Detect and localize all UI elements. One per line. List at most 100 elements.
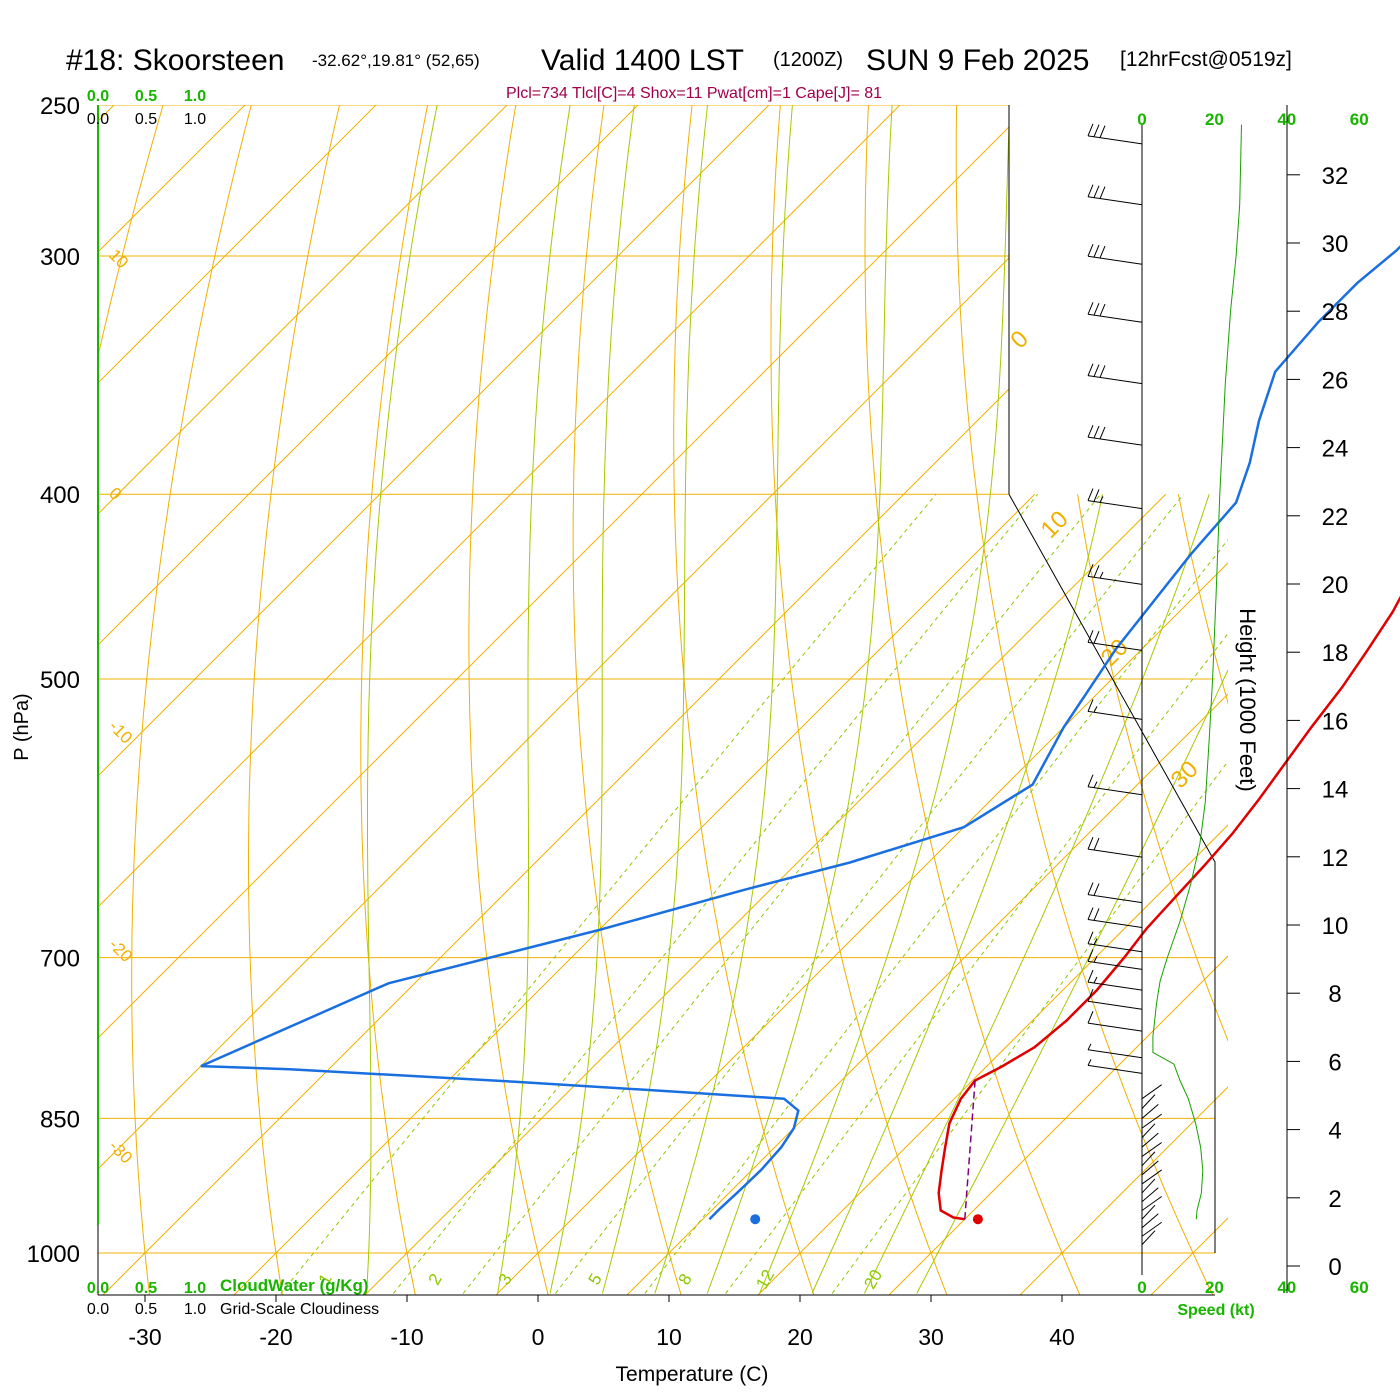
isotherm-line xyxy=(888,955,1228,1295)
cloudiness-label: Grid-Scale Cloudiness xyxy=(220,1301,379,1318)
wind-barb xyxy=(1087,836,1143,858)
wind-barb-light xyxy=(1141,1123,1156,1139)
isotherm-line xyxy=(626,693,1228,1295)
temperature-tick-label: -20 xyxy=(259,1324,292,1350)
height-tick-label: 6 xyxy=(1328,1049,1341,1076)
moist-adiabat-line xyxy=(654,105,793,1294)
isotherm-line xyxy=(495,562,1228,1295)
title-coords: -32.62°,19.81° (52,65) xyxy=(312,51,480,70)
title-date: SUN 9 Feb 2025 xyxy=(866,44,1089,77)
wind-barb-flag xyxy=(1087,302,1094,315)
wind-barb-light xyxy=(1141,1132,1159,1148)
wind-barb-staff xyxy=(1087,1049,1143,1059)
wind-barb-staff xyxy=(1087,575,1143,585)
mixing-ratio-label: 5 xyxy=(585,1270,606,1288)
wind-barb xyxy=(1087,1043,1143,1059)
wind-barb-light xyxy=(1141,1104,1159,1119)
isotherm-line xyxy=(98,105,377,384)
isotherm-line xyxy=(1019,1086,1228,1295)
wind-barb-staff xyxy=(1087,981,1143,991)
surface-dewpoint-marker xyxy=(750,1214,761,1225)
speed-tick-top: 40 xyxy=(1277,110,1296,129)
dewpoint-line xyxy=(200,245,1400,1221)
wind-barb-flag xyxy=(1087,882,1094,895)
height-tick-label: 0 xyxy=(1328,1254,1341,1281)
wind-barb-light xyxy=(1141,1169,1162,1185)
wind-barb-light xyxy=(1141,1113,1162,1129)
height-axis-title: Height (1000 Feet) xyxy=(1235,608,1260,791)
wind-barb xyxy=(1087,949,1143,970)
wind-barb-flag xyxy=(1099,303,1106,317)
wind-barb xyxy=(1087,244,1143,265)
wind-barb-staff xyxy=(1087,196,1143,206)
cloudiness-tick-top: 0.5 xyxy=(135,111,157,128)
wind-barb-flag xyxy=(1099,186,1106,199)
height-tick-label: 26 xyxy=(1322,367,1349,394)
temperature-tick-label: -10 xyxy=(390,1324,423,1350)
mixing-ratio-label: 12 xyxy=(752,1266,778,1292)
pressure-tick-label: 700 xyxy=(40,946,80,973)
cloudiness-tick-top: 0.0 xyxy=(87,111,109,128)
wind-barb-half-flag xyxy=(1093,976,1098,984)
wind-barb-half-flag xyxy=(1093,781,1098,788)
dry-adiabat-line xyxy=(248,105,340,1295)
pressure-tick-label: 1000 xyxy=(27,1241,80,1268)
wind-barb xyxy=(1087,123,1143,145)
isotherm-line xyxy=(364,431,1228,1295)
cloudwater-tick-top: 0.0 xyxy=(87,88,109,105)
wind-barb-flag xyxy=(1093,837,1100,851)
wind-barb xyxy=(1087,424,1143,446)
wind-barb-staff xyxy=(1087,894,1143,904)
wind-barb-staff xyxy=(1087,1000,1143,1010)
dry-adiabat-line xyxy=(131,105,252,1295)
cloudwater-tick-bottom: 0.5 xyxy=(135,1280,157,1297)
wind-barb xyxy=(1087,630,1143,651)
chart-title: #18: Skoorsteen -32.62°,19.81° (52,65) V… xyxy=(66,44,1292,77)
mixing-ratio-line xyxy=(725,632,1228,1294)
wind-barb-light xyxy=(1141,1230,1156,1246)
height-tick-label: 30 xyxy=(1322,231,1349,258)
moist-adiabat-line xyxy=(759,105,1011,1294)
isotherm-line xyxy=(98,105,770,777)
wind-barb-light xyxy=(1141,1196,1162,1211)
wind-barb-staff xyxy=(1087,960,1143,970)
isotherm-line xyxy=(98,105,508,515)
speed-tick-bottom: 0 xyxy=(1137,1278,1146,1297)
pressure-tick-label: 400 xyxy=(40,482,80,509)
mixing-ratio-line xyxy=(644,538,1228,1294)
pressure-tick-label: 300 xyxy=(40,244,80,271)
height-tick-label: 8 xyxy=(1328,981,1341,1008)
wind-barb-staff xyxy=(1087,135,1143,145)
wind-barb-flag xyxy=(1093,185,1100,198)
temperature-line xyxy=(937,595,1400,1221)
title-station: #18: Skoorsteen xyxy=(66,44,284,77)
speed-tick-bottom: 40 xyxy=(1277,1278,1296,1297)
wind-barb-half-flag xyxy=(1099,571,1104,579)
cloudwater-tick-top: 1.0 xyxy=(184,88,206,105)
wind-barb-light xyxy=(1141,1204,1156,1220)
chart-frame xyxy=(97,105,1240,1296)
wind-barb xyxy=(1087,882,1143,904)
speed-tick-bottom: 20 xyxy=(1205,1278,1224,1297)
wind-barb-flag xyxy=(1087,564,1094,577)
wind-barb-light xyxy=(1141,1187,1159,1203)
pressure-tick-label: 850 xyxy=(40,1106,80,1133)
wind-barb-flag xyxy=(1093,565,1100,578)
wind-barb-flag xyxy=(1099,426,1106,440)
temperature-tick-label: 40 xyxy=(1049,1324,1075,1350)
dry-adiabat-line xyxy=(955,105,1214,1295)
wind-barb-flag xyxy=(1087,244,1094,257)
wind-barb-flag xyxy=(1087,989,1094,1002)
title-forecast: [12hrFcst@0519z] xyxy=(1120,48,1292,71)
height-tick-label: 24 xyxy=(1322,436,1349,463)
wind-barb-staff xyxy=(1087,375,1143,385)
wind-barb-flag xyxy=(1093,425,1100,439)
speed-axis-label: Speed (kt) xyxy=(1177,1302,1254,1319)
mixing-ratio-label: 20 xyxy=(860,1266,886,1292)
wind-barb-light xyxy=(1141,1160,1159,1176)
height-tick-label: 4 xyxy=(1328,1118,1341,1145)
temperature-tick-label: -30 xyxy=(128,1324,161,1350)
wind-barb-flag xyxy=(1099,365,1106,378)
